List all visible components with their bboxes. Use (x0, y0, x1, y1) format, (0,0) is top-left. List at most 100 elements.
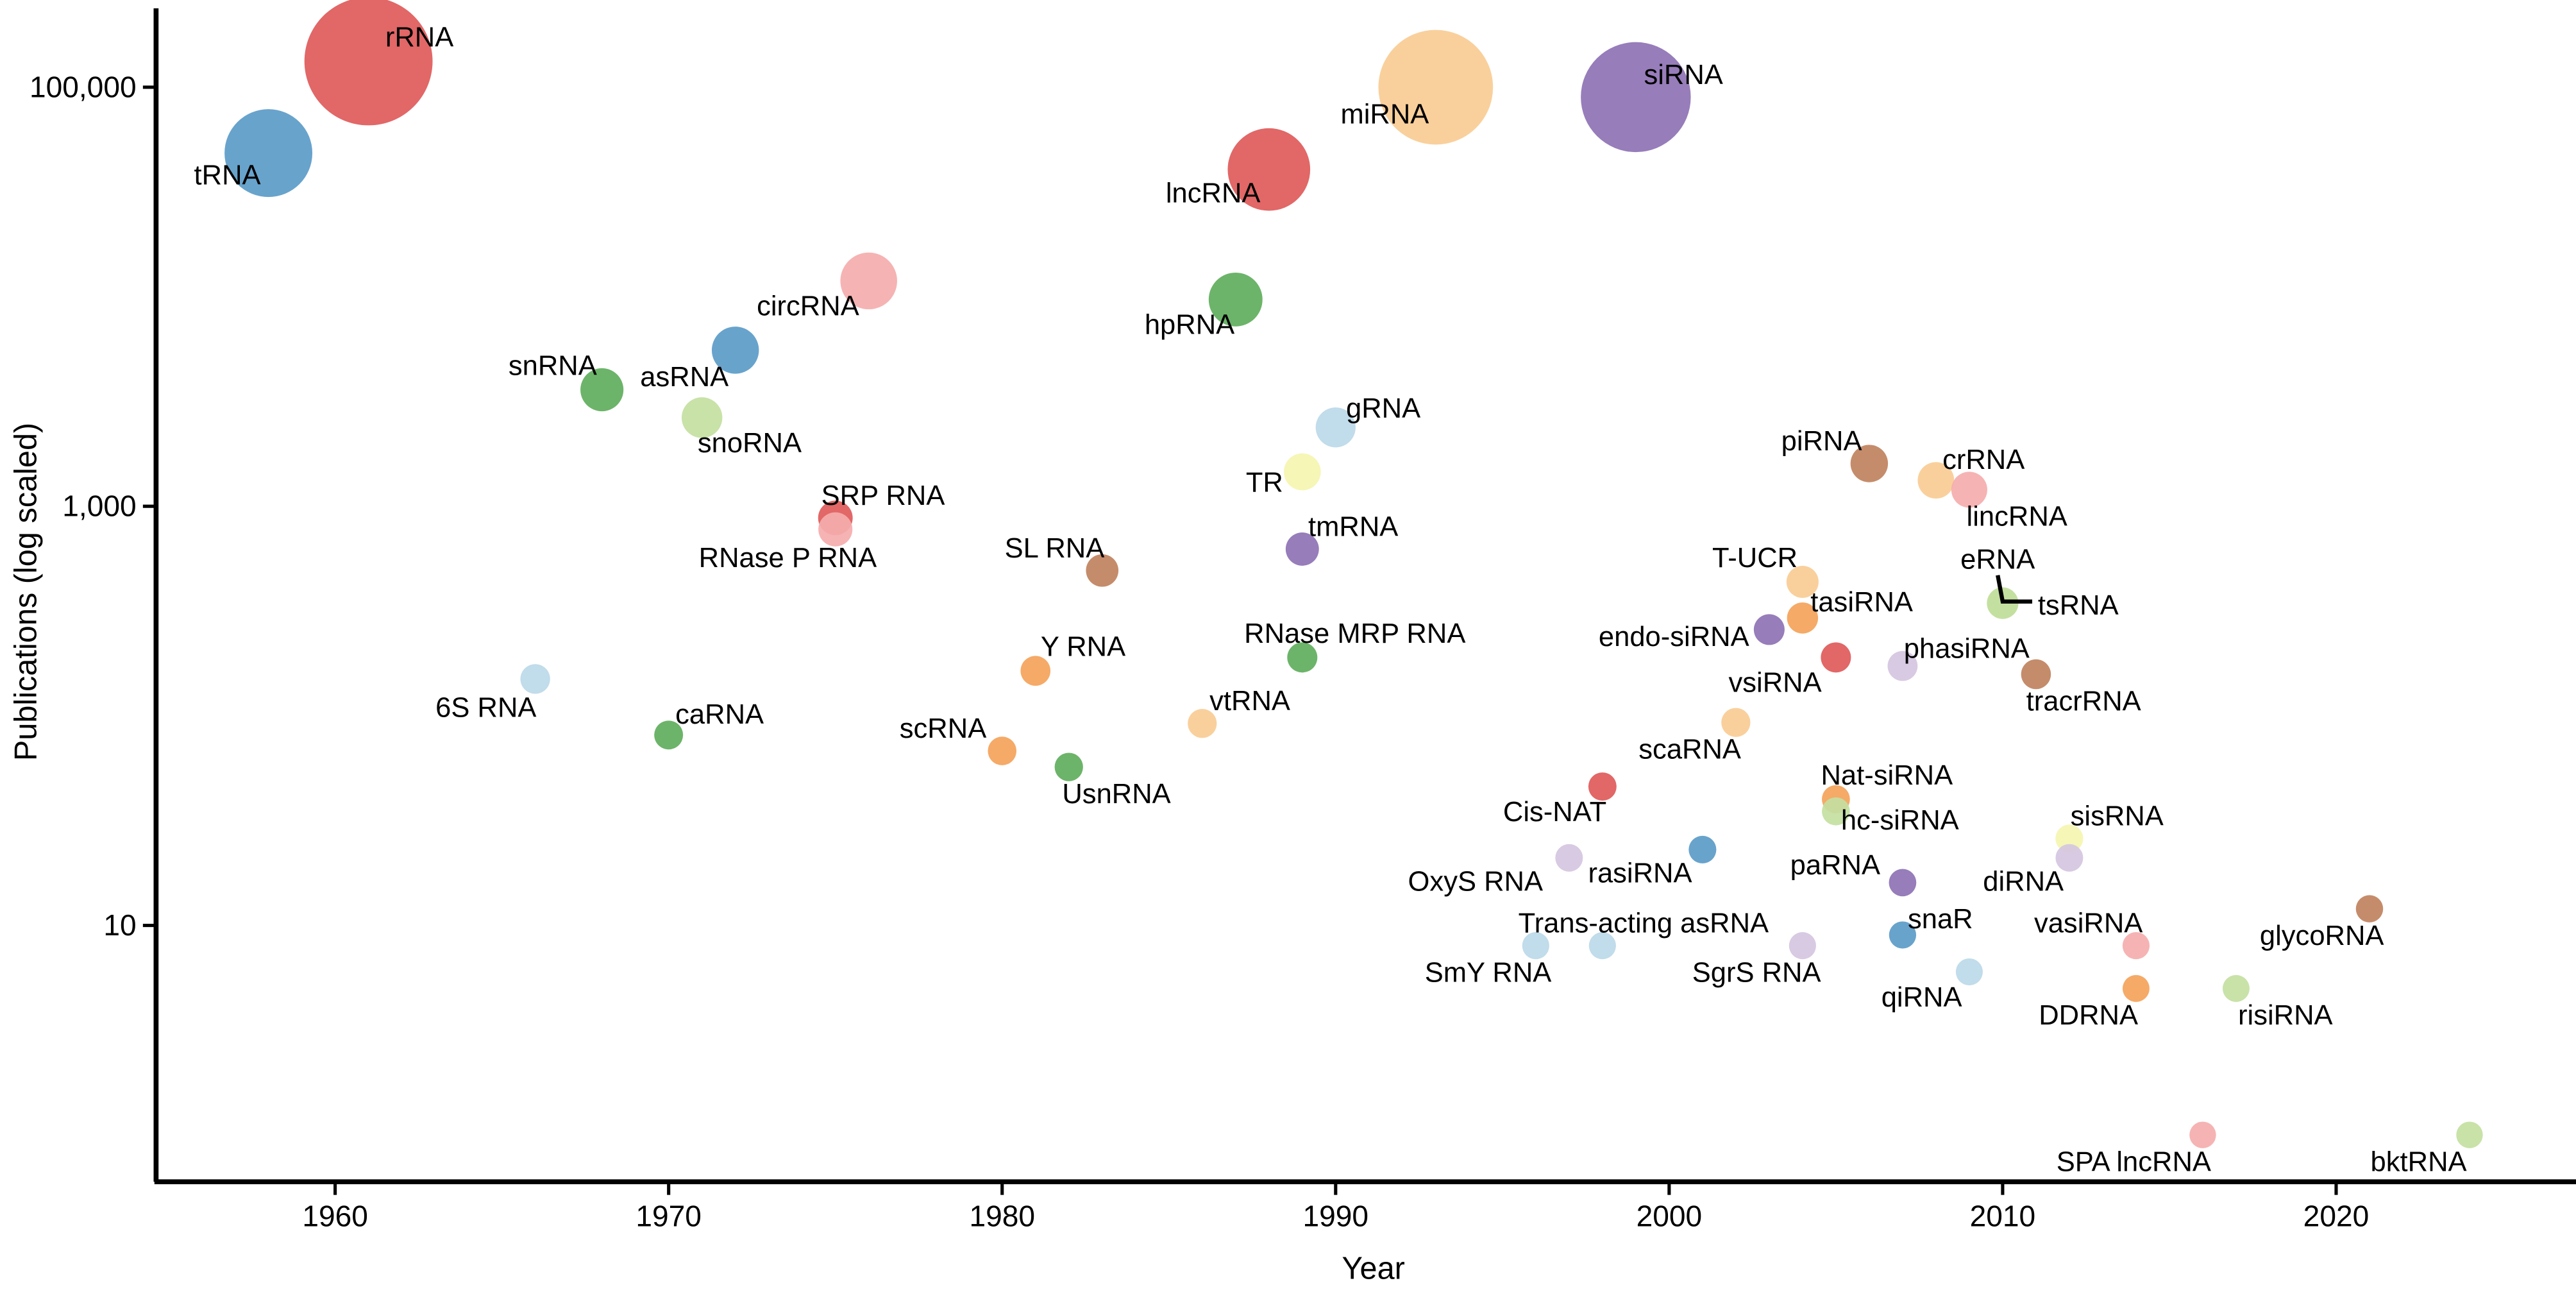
bubble-tracrrna (2021, 659, 2051, 690)
point-label: lincRNA (1967, 502, 2067, 532)
point-label: RNase MRP RNA (1244, 618, 1465, 649)
bubble-sgrs-rna (1789, 932, 1816, 960)
bubble-qirna (1955, 958, 1983, 986)
point-label: UsnRNA (1062, 779, 1170, 810)
x-tick-label: 1980 (969, 1199, 1035, 1232)
point-label: snoRNA (698, 428, 802, 459)
bubble-rnase-p-rna (818, 512, 853, 547)
point-label: 6S RNA (435, 692, 536, 723)
point-label: scRNA (900, 713, 987, 744)
bubble-rasirna (1688, 835, 1717, 863)
point-label: scaRNA (1638, 735, 1741, 765)
point-label: Cis-NAT (1503, 797, 1606, 828)
point-label: circRNA (757, 291, 859, 322)
label-connector (1996, 575, 2033, 604)
bubble-6s-rna (520, 664, 550, 694)
bubble-phasirna (1887, 650, 1918, 681)
point-label: caRNA (675, 699, 764, 730)
point-label: piRNA (1781, 426, 1862, 457)
bubble-hc-sirna (1822, 797, 1850, 826)
y-tick-label: 1,000 (62, 489, 136, 523)
points-layer (224, 0, 2483, 1148)
bubble-vasirna (2122, 932, 2150, 960)
bubble-dirna (2055, 844, 2084, 872)
point-label: snRNA (509, 350, 597, 381)
bubble-glycorna (2355, 895, 2384, 922)
bubble-endo-sirna (1753, 614, 1785, 645)
point-label: tmRNA (1308, 511, 1398, 542)
bubble-trans-acting-asrna (1588, 932, 1616, 960)
bubble-sirna (1581, 42, 1691, 153)
bubble-usnrna (1054, 752, 1083, 781)
point-label: diRNA (1983, 867, 2064, 897)
point-label: TR (1246, 467, 1283, 498)
point-label: rasiRNA (1588, 858, 1692, 889)
bubble-sl-rna (1086, 554, 1119, 587)
labels-layer: rRNA miRNA siRNA tRNA lncRNA circRNA hpRNA asRN… (194, 22, 2467, 1177)
point-label: risiRNA (2238, 1000, 2333, 1031)
bubble-pirna (1850, 445, 1889, 482)
point-label: glycoRNA (2260, 921, 2384, 951)
bubble-risirna (2222, 974, 2250, 1002)
x-tick-label: 1970 (636, 1199, 702, 1232)
bubble-t-ucr (1786, 565, 1819, 599)
point-label: bktRNA (2371, 1147, 2467, 1178)
point-label: RNase P RNA (699, 543, 877, 574)
bubble-snrna (580, 368, 624, 412)
point-label: hpRNA (1145, 310, 1234, 341)
bubble-crrna (1917, 462, 1955, 499)
point-label: vtRNA (1209, 686, 1290, 717)
x-tick-label: 2000 (1637, 1199, 1703, 1232)
point-label: gRNA (1346, 393, 1420, 424)
point-label: sisRNA (2071, 801, 2164, 831)
point-label: eRNA (1960, 544, 2035, 575)
point-label: hc-siRNA (1841, 805, 1959, 836)
bubble-oxys-rna (1555, 844, 1583, 872)
point-label: T-UCR (1712, 543, 1797, 574)
bubble-scrna (988, 736, 1017, 765)
point-label: SgrS RNA (1692, 958, 1821, 989)
bubble-scarna (1721, 708, 1751, 737)
bubble-vtrna (1188, 709, 1217, 738)
point-label: crRNA (1942, 445, 2025, 475)
x-tick-label: 2010 (1970, 1199, 2036, 1232)
point-label: SmY RNA (1425, 958, 1552, 989)
point-label: tracrRNA (2026, 686, 2141, 717)
point-label: Y RNA (1041, 632, 1125, 663)
point-label: miRNA (1340, 99, 1429, 130)
y-tick-label: 10 (103, 908, 136, 942)
bubble-tmrna (1285, 532, 1319, 566)
bubble-rrna (304, 0, 433, 126)
bubble-ddrna (2122, 974, 2150, 1002)
bubble-snorna (681, 397, 723, 438)
y-axis-title: Publications (log scaled) (8, 423, 43, 761)
point-label: Trans-acting asRNA (1519, 908, 1769, 939)
bubble-sisrna (2055, 824, 2084, 853)
bubble-hprna (1208, 272, 1263, 327)
bubble-lincrna (1951, 472, 1987, 508)
point-label: asRNA (640, 362, 728, 393)
bubble-trna (224, 109, 313, 198)
point-label: SPA lncRNA (2057, 1147, 2211, 1178)
point-label: SL RNA (1005, 533, 1105, 564)
point-label: tRNA (194, 160, 261, 191)
point-label: rRNA (385, 22, 453, 53)
point-label: endo-siRNA (1599, 622, 1749, 652)
point-label: vasiRNA (2034, 908, 2142, 939)
point-label: SRP RNA (821, 480, 945, 511)
bubble-grna (1315, 407, 1356, 448)
point-label: phasiRNA (1904, 633, 2030, 664)
bubble-mirna (1378, 30, 1494, 145)
point-label: OxyS RNA (1408, 867, 1544, 897)
bubble-asrna (711, 327, 759, 374)
bubble-bktrna (2456, 1121, 2483, 1148)
point-label: Nat-siRNA (1821, 760, 1953, 791)
bubble-circrna (840, 252, 897, 310)
x-axis-title: Year (1342, 1251, 1405, 1286)
bubble-tasirna (1787, 602, 1819, 634)
x-tick-label: 2020 (2303, 1199, 2370, 1232)
bubble-vsirna (1821, 642, 1851, 673)
bubble-lncrna (1227, 128, 1311, 211)
bubble-cis-nat (1588, 772, 1617, 801)
